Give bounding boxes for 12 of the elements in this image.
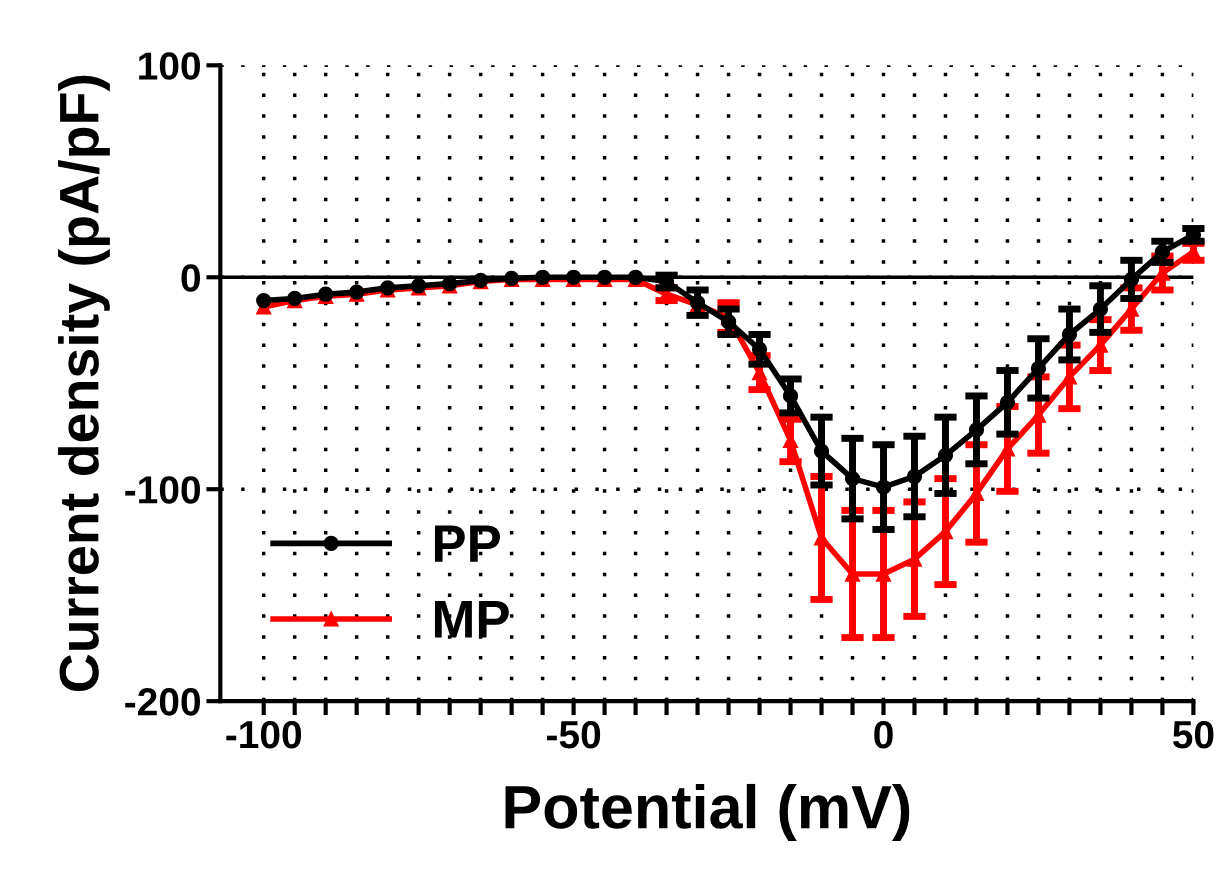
y-tick-label: -100 xyxy=(125,476,200,504)
y-tick-label: 100 xyxy=(139,52,200,80)
legend-label: MP xyxy=(434,601,509,638)
y-tick-label: 0 xyxy=(181,264,200,292)
y-tick-label: -200 xyxy=(125,688,200,716)
x-axis-title: Potential (mV) xyxy=(505,783,910,841)
y-axis-title: Current density (pA/pF) xyxy=(58,75,110,692)
legend-label: PP xyxy=(434,525,501,562)
x-tick-label: -50 xyxy=(547,720,601,749)
x-tick-label: 0 xyxy=(874,720,893,749)
x-tick-label: 50 xyxy=(1172,720,1214,749)
x-tick-label: -100 xyxy=(226,720,302,749)
